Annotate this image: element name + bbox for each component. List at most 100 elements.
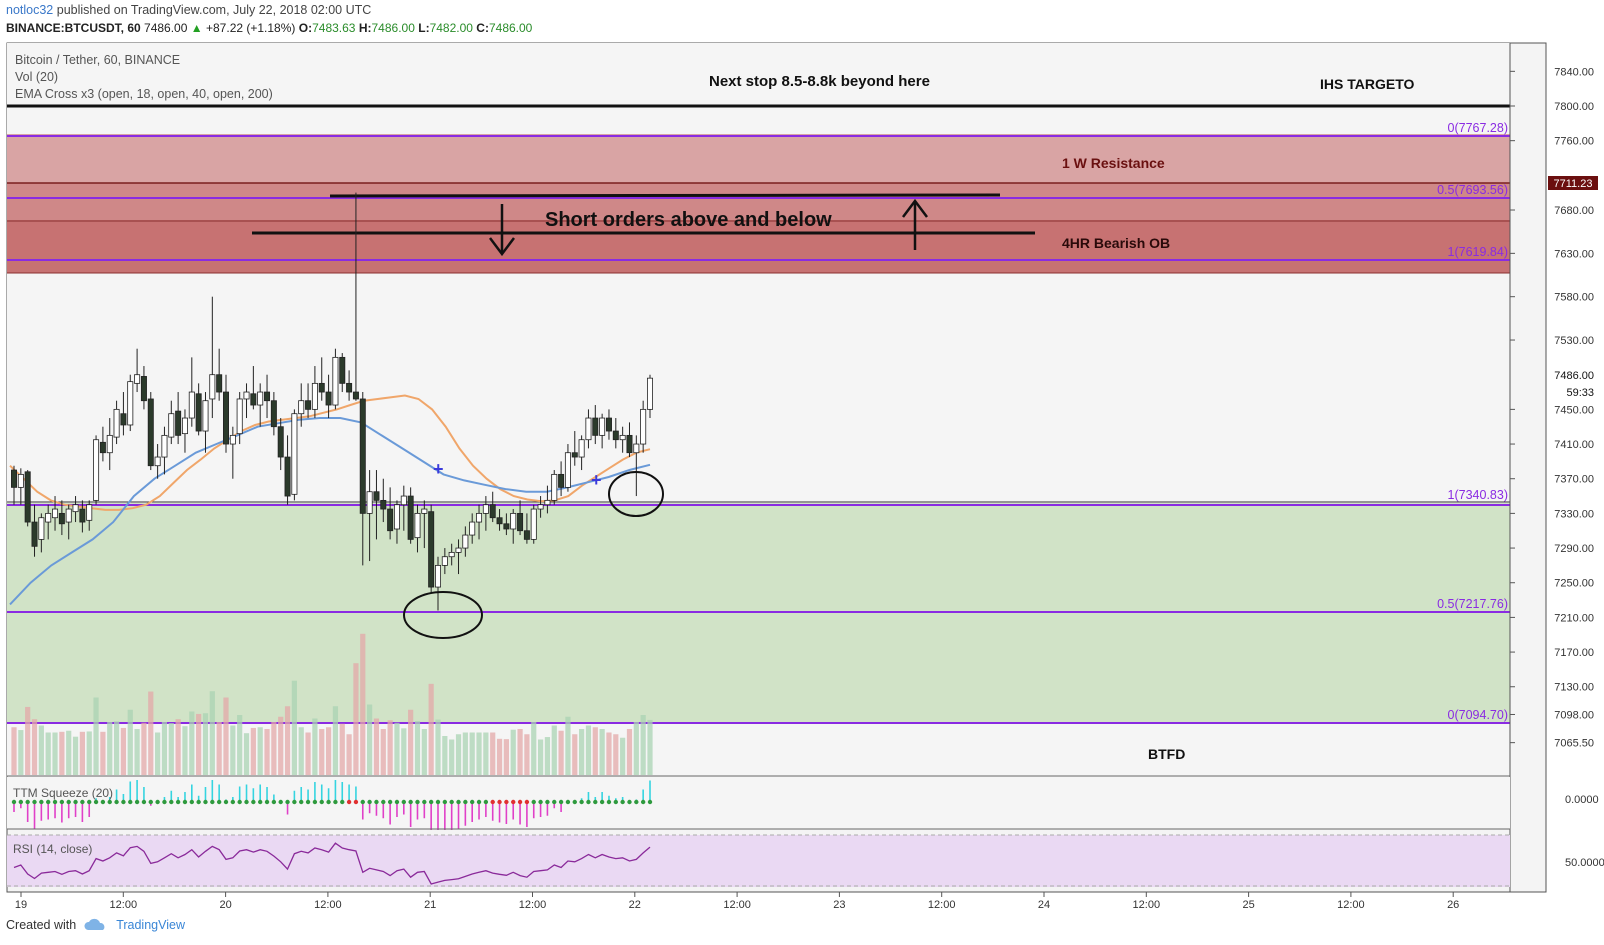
bearish-ob-note: 4HR Bearish OB [1062,235,1170,251]
ttm-dot [169,799,174,805]
volume-bar [79,731,85,775]
up-arrow-icon: ▲ [190,21,203,35]
fib-label: 0(7767.28) [1448,121,1508,135]
volume-bar [271,722,277,775]
candle-up [619,434,626,441]
candle-up [257,391,264,406]
volume-bar [517,729,523,775]
candle-up [134,374,141,384]
ttm-dot [367,799,372,805]
price-axis[interactable]: 7840.00 7800.00 7760.00 7680.00 7630.00 7580.… [1510,66,1594,750]
candle-up [168,413,175,438]
volume-bar [127,709,133,775]
ttm-dot [251,799,256,805]
volume-bar [483,732,489,775]
ttm-dot [73,799,78,805]
last-price-tag: 7486.00 [1554,370,1594,382]
volume-bar [38,725,44,775]
candle-up [65,508,72,523]
open-value: 7483.63 [312,21,356,35]
candle-up [462,534,469,549]
volume-bar [585,725,592,775]
candles [10,192,654,611]
candle-down [10,469,17,488]
next-stop-note: Next stop 8.5-8.8k beyond here [709,73,930,90]
time-axis[interactable]: 19 12:00 20 12:00 21 12:00 22 12:00 23 12:00 24 12:… [15,892,1459,911]
ttm-dot [141,799,147,805]
ttm-dot [312,799,318,805]
volume-bar [237,715,243,775]
author-name[interactable]: notloc32 [6,3,54,17]
rsi-band [7,835,1510,887]
candle-down [359,398,366,514]
time-tick-label: 23 [833,899,845,911]
volume-bar [182,726,188,775]
volume-bar [442,736,448,775]
ttm-dot [319,799,324,805]
ttm-dot [196,799,201,805]
ttm-dot [394,799,400,805]
candle-up [229,434,236,445]
candle-up [366,491,373,514]
ttm-dot [456,799,461,805]
ttm-dot [162,799,167,805]
ema18-line [9,394,651,511]
candle-up [578,439,585,458]
ttm-dot [640,799,646,805]
candle-up [17,473,24,488]
price-tick-label: 7370.00 [1554,474,1594,486]
volume-bar [503,739,509,775]
volume-bar [52,732,58,775]
candle-down [612,430,619,441]
tradingview-link[interactable]: TradingView [116,918,185,932]
ttm-dot [285,799,290,805]
ttm-dot [299,799,304,805]
ttm-dot [32,799,37,805]
volume-bar [319,729,325,775]
fib-label: 1(7619.84) [1448,245,1508,259]
price-tick-label: 7410.00 [1554,439,1594,451]
price-tick-label: 7290.00 [1554,543,1594,555]
ttm-dot [606,799,612,805]
candle-up [298,400,305,415]
legend-vol: Vol (20) [15,70,58,84]
time-tick-label: 12:00 [110,899,138,911]
volume-bar [278,716,284,775]
fib-label: 1(7340.83) [1448,488,1508,502]
ttm-dot [257,799,263,805]
volume-bar [141,722,147,775]
ttm-dot [504,799,509,805]
candle-down [517,512,524,532]
ttm-dot [476,799,482,805]
time-tick-label: 21 [424,899,436,911]
volume-bar [640,715,646,775]
ttm-dot [469,799,475,805]
high-label: H: [358,21,372,35]
volume-bar [202,713,209,775]
close-label: C: [476,21,489,35]
last-price: 7486.00 [144,21,188,35]
ttm-dot [497,799,502,805]
ttm-dot [182,799,188,805]
candle-down [339,356,346,384]
ttm-dot [627,799,632,805]
down-arrow-icon [489,204,515,257]
upper-drawn-line [329,193,1001,198]
price-tick-label: 7130.00 [1554,682,1594,694]
volume-bar [155,732,161,775]
volume-bar [325,727,332,775]
volume-bars [11,633,653,775]
time-tick-label: 12:00 [1133,899,1161,911]
candle-down [605,417,612,432]
candle-down [592,417,599,436]
volume-bar [339,723,345,775]
ttm-dot [442,799,448,805]
volume-bar [421,729,427,775]
candle-up [311,382,318,410]
candle-up [291,413,298,495]
created-with: Created with [6,918,77,932]
ema-lines [9,394,651,606]
ttm-dot [148,799,153,805]
time-tick-label: 24 [1038,899,1050,911]
